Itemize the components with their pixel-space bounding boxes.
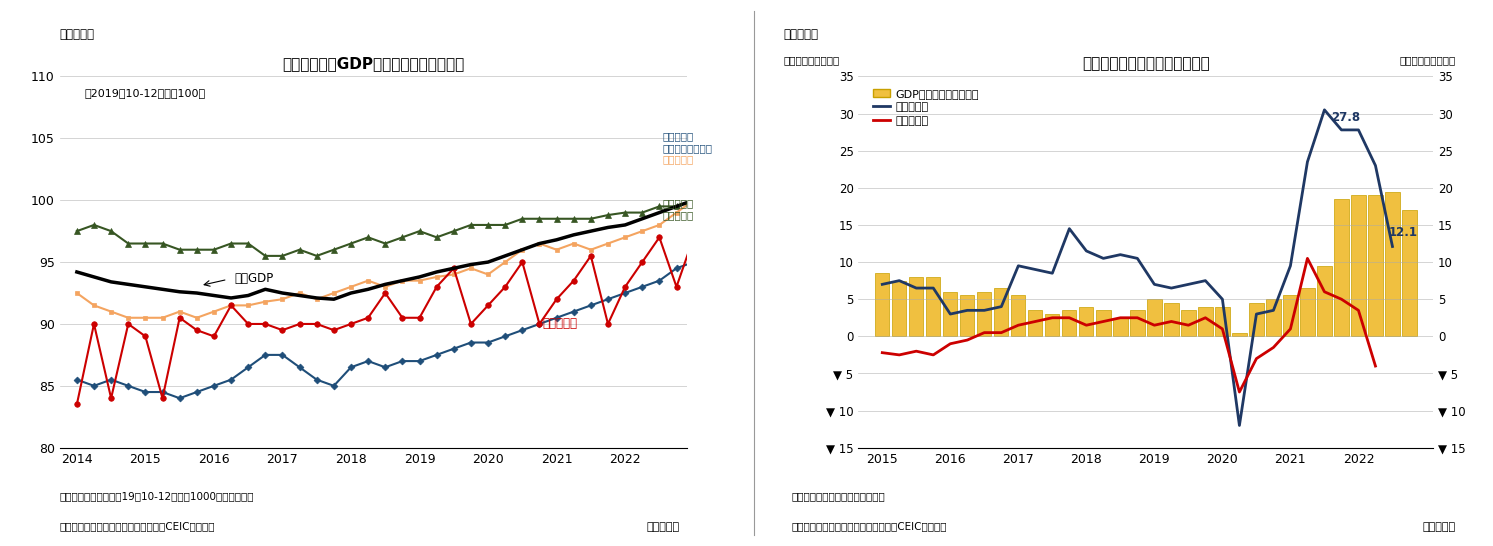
Text: 12.1: 12.1 [1388,226,1418,239]
Bar [875,273,890,336]
Text: （2019年10-12月期＝100）: （2019年10-12月期＝100） [85,87,206,98]
Bar [926,277,941,336]
Bar [893,281,906,336]
Bar [1351,195,1366,336]
Text: （四半期）: （四半期） [646,521,679,532]
Bar [1096,310,1111,336]
Bar [1045,314,1060,336]
Bar [1029,310,1042,336]
Text: （資料）ロシア連邦統計局のデータをCEICより取得: （資料）ロシア連邦統計局のデータをCEICより取得 [60,521,215,532]
Text: （その他）: （その他） [663,210,694,220]
Bar [960,295,975,336]
Text: （四半期）: （四半期） [1423,521,1456,532]
Bar [1062,310,1076,336]
Bar [1402,210,1417,336]
Bar [978,292,991,336]
Bar [1199,307,1212,336]
Bar [1215,307,1230,336]
Text: 第三次産業: 第三次産業 [663,198,694,207]
Bar [1114,318,1127,336]
Bar [1386,192,1399,336]
Bar [1130,310,1145,336]
Bar [1079,307,1093,336]
Bar [1335,199,1348,336]
Bar [1284,295,1297,336]
Bar [1147,299,1162,336]
Text: （注）季節調整系列の19年10-12月期を1000として指数化: （注）季節調整系列の19年10-12月期を1000として指数化 [60,491,254,502]
Title: ロシアの実質GDPの動向（供給項目別）: ロシアの実質GDPの動向（供給項目別） [282,56,464,71]
Title: ロシアの名目および実質成長率: ロシアの名目および実質成長率 [1082,56,1209,71]
Text: （注）未季節調整値、前年同期比: （注）未季節調整値、前年同期比 [791,491,885,502]
Text: （前年同期比、％）: （前年同期比、％） [784,55,841,65]
Text: （前年同期比、％）: （前年同期比、％） [1399,55,1456,65]
Bar [1300,288,1314,336]
Bar [1181,310,1196,336]
Text: 第二次産業: 第二次産業 [663,155,694,164]
Bar [1250,303,1263,336]
Text: （図表５）: （図表５） [784,28,818,41]
Bar [1266,299,1281,336]
Legend: GDPデフレータ（右軸）, 名目成長率, 実質成長率: GDPデフレータ（右軸）, 名目成長率, 実質成長率 [870,86,982,129]
Bar [1317,266,1332,336]
Bar [994,288,1008,336]
Bar [1011,295,1026,336]
Text: （資料）ロシア連邦統計局のデータをCEICより取得: （資料）ロシア連邦統計局のデータをCEICより取得 [791,521,947,532]
Text: （金融・不動産）: （金融・不動産） [663,143,712,153]
Bar [944,292,957,336]
Text: 第三次産業: 第三次産業 [663,131,694,141]
Bar [1232,333,1247,336]
Bar [909,277,924,336]
Text: 第一次産業: 第一次産業 [543,317,578,330]
Bar [1368,195,1383,336]
Bar [1165,303,1178,336]
Text: 27.8: 27.8 [1332,111,1360,124]
Text: 実質GDP: 実質GDP [234,272,273,284]
Text: （図表４）: （図表４） [60,28,94,41]
